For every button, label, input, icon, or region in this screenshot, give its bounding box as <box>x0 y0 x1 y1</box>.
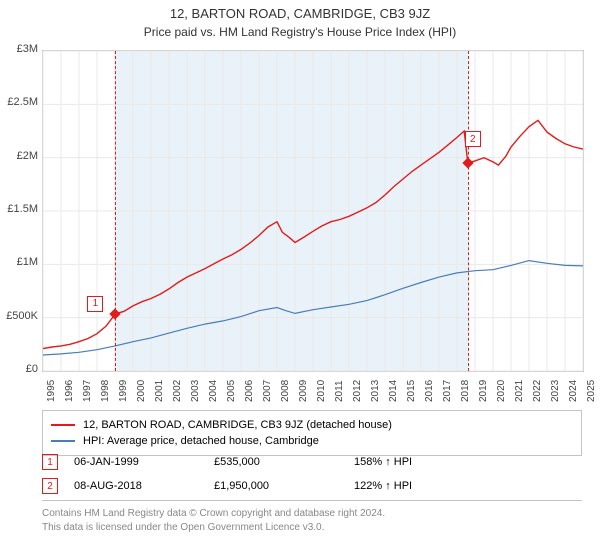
x-tick-label: 2000 <box>136 380 144 402</box>
x-tick-label: 2004 <box>208 380 216 402</box>
x-tick-label: 2011 <box>334 380 342 402</box>
x-tick-label: 2001 <box>154 380 162 402</box>
legend-row: 12, BARTON ROAD, CAMBRIDGE, CB3 9JZ (det… <box>51 417 573 433</box>
x-tick-label: 2003 <box>190 380 198 402</box>
x-tick-label: 2013 <box>370 380 378 402</box>
sale-row: 2 08-AUG-2018£1,950,000122% ↑ HPI <box>42 474 582 498</box>
legend-label: HPI: Average price, detached house, Camb… <box>83 435 319 447</box>
y-tick-label: £1.5M <box>2 203 38 215</box>
sale-hpi-pct: 158% ↑ HPI <box>354 456 412 468</box>
x-tick-label: 2015 <box>406 380 414 402</box>
sale-hpi-pct: 122% ↑ HPI <box>354 480 412 492</box>
x-tick-label: 2025 <box>586 380 594 402</box>
legend-swatch-icon <box>51 424 75 426</box>
x-tick-label: 2018 <box>460 380 468 402</box>
sale-marker-box-icon: 1 <box>42 454 58 470</box>
x-tick-label: 1999 <box>118 380 126 402</box>
chart-area: 12 <box>42 50 584 372</box>
sales-table: 1 06-JAN-1999£535,000158% ↑ HPI 2 08-AUG-20… <box>42 450 582 498</box>
sale-date: 08-AUG-2018 <box>74 480 214 492</box>
footer: Contains HM Land Registry data © Crown c… <box>42 500 582 534</box>
x-tick-label: 2007 <box>262 380 270 402</box>
x-tick-label: 2019 <box>478 380 486 402</box>
legend-label: 12, BARTON ROAD, CAMBRIDGE, CB3 9JZ (det… <box>83 419 392 431</box>
chart-series <box>43 51 583 371</box>
x-axis: 1995 1996 1997 1998 1999 2000 2001 2002 2003 2004… <box>42 372 582 408</box>
sale-marker-label: 2 <box>465 131 481 147</box>
sale-price: £535,000 <box>214 456 354 468</box>
x-tick-label: 2017 <box>442 380 450 402</box>
y-tick-label: £0 <box>2 363 38 375</box>
x-tick-label: 1996 <box>64 380 72 402</box>
y-tick-label: £3M <box>2 43 38 55</box>
x-tick-label: 1998 <box>100 380 108 402</box>
y-tick-label: £2M <box>2 150 38 162</box>
x-tick-label: 2006 <box>244 380 252 402</box>
sale-vline <box>115 51 116 371</box>
sale-price: £1,950,000 <box>214 480 354 492</box>
sale-vline <box>468 51 469 371</box>
sale-row: 1 06-JAN-1999£535,000158% ↑ HPI <box>42 450 582 474</box>
x-tick-label: 1997 <box>82 380 90 402</box>
page-root: 12, BARTON ROAD, CAMBRIDGE, CB3 9JZ Pric… <box>0 0 600 560</box>
chart-title: 12, BARTON ROAD, CAMBRIDGE, CB3 9JZ <box>0 0 600 21</box>
x-tick-label: 2010 <box>316 380 324 402</box>
x-tick-label: 2020 <box>496 380 504 402</box>
series-price_paid <box>43 120 583 348</box>
x-tick-label: 2012 <box>352 380 360 402</box>
chart-subtitle: Price paid vs. HM Land Registry's House … <box>0 21 600 45</box>
series-hpi <box>43 261 583 355</box>
legend-row: HPI: Average price, detached house, Camb… <box>51 433 573 449</box>
x-tick-label: 2002 <box>172 380 180 402</box>
y-tick-label: £2.5M <box>2 96 38 108</box>
x-tick-label: 2023 <box>550 380 558 402</box>
x-tick-label: 2016 <box>424 380 432 402</box>
y-tick-label: £1M <box>2 256 38 268</box>
legend-swatch-icon <box>51 440 75 442</box>
x-tick-label: 2024 <box>568 380 576 402</box>
y-tick-label: £500K <box>2 310 38 322</box>
sale-marker-label: 1 <box>87 296 103 312</box>
sale-date: 06-JAN-1999 <box>74 456 214 468</box>
x-tick-label: 2008 <box>280 380 288 402</box>
x-tick-label: 2014 <box>388 380 396 402</box>
footer-line-1: Contains HM Land Registry data © Crown c… <box>42 507 582 521</box>
sale-marker-box-icon: 2 <box>42 478 58 494</box>
footer-line-2: This data is licensed under the Open Gov… <box>42 521 582 535</box>
x-tick-label: 2005 <box>226 380 234 402</box>
x-tick-label: 1995 <box>46 380 54 402</box>
x-tick-label: 2009 <box>298 380 306 402</box>
x-tick-label: 2021 <box>514 380 522 402</box>
x-tick-label: 2022 <box>532 380 540 402</box>
